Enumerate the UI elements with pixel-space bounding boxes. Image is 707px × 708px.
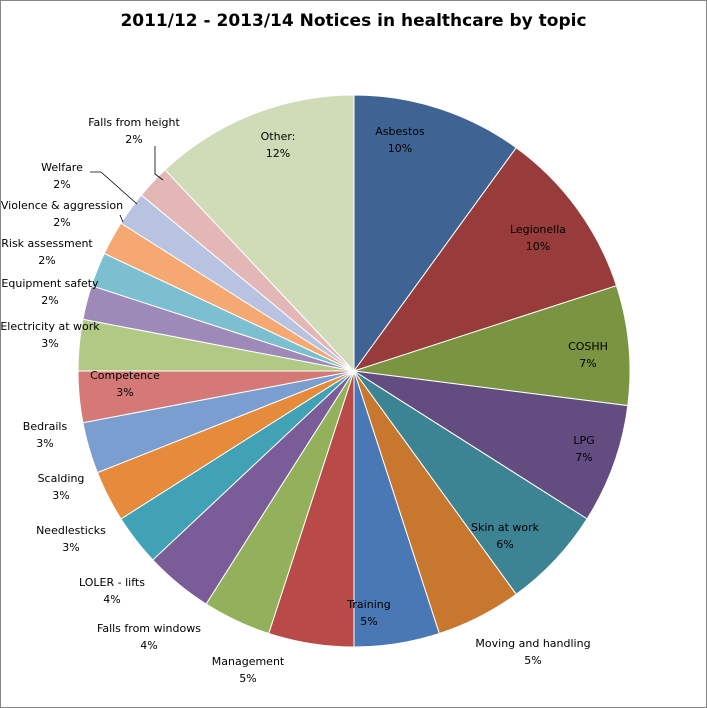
slice-label-management: Management 5% bbox=[212, 655, 285, 685]
slice-label-moving-and-handling: Moving and handling 5% bbox=[475, 637, 590, 667]
slice-label-loler-lifts: LOLER - lifts 4% bbox=[79, 576, 145, 606]
slice-label-coshh: COSHH 7% bbox=[568, 340, 608, 370]
slice-asbestos bbox=[353, 94, 517, 373]
slice-labels: Asbestos 10% Legionella 10% COSHH 7% LPG 7% Skin… bbox=[0, 116, 608, 685]
slice-label-skin-at-work: Skin at work 6% bbox=[471, 521, 540, 551]
slice-label-other: Other: 12% bbox=[261, 130, 296, 160]
slice-label-competence: Competence 3% bbox=[90, 369, 160, 399]
leader-lines bbox=[90, 146, 164, 223]
slice-label-violence-aggression: Violence & aggression 2% bbox=[1, 199, 123, 229]
slice-label-needlesticks: Needlesticks 3% bbox=[36, 524, 106, 554]
leader-line-welfare bbox=[90, 171, 138, 205]
slice-legionella bbox=[352, 147, 618, 372]
slice-label-welfare: Welfare 2% bbox=[41, 161, 83, 191]
slice-label-falls-from-windows: Falls from windows 4% bbox=[97, 622, 201, 652]
slice-label-bedrails: Bedrails 3% bbox=[23, 420, 68, 450]
slice-label-electricity-at-work: Electricity at work 3% bbox=[0, 320, 100, 350]
slice-label-risk-assessment: Risk assessment 2% bbox=[1, 237, 93, 267]
slice-label-lpg: LPG 7% bbox=[573, 434, 594, 464]
chart-title: 2011/12 - 2013/14 Notices in healthcare … bbox=[120, 11, 587, 31]
slice-lpg bbox=[353, 370, 629, 520]
slice-other bbox=[164, 94, 355, 373]
leader-line-violence-aggression bbox=[119, 214, 124, 223]
pie-slices bbox=[77, 94, 631, 648]
slice-coshh bbox=[353, 285, 631, 407]
slice-label-training: Training 5% bbox=[346, 598, 390, 628]
slice-label-legionella: Legionella 10% bbox=[510, 223, 566, 253]
slice-label-equipment-safety: Equipment safety 2% bbox=[1, 277, 99, 307]
slice-label-asbestos: Asbestos 10% bbox=[375, 125, 425, 155]
slice-label-scalding: Scalding 3% bbox=[38, 472, 85, 502]
slice-label-falls-from-height: Falls from height 2% bbox=[88, 116, 180, 146]
leader-line-falls-from-height bbox=[154, 146, 164, 181]
